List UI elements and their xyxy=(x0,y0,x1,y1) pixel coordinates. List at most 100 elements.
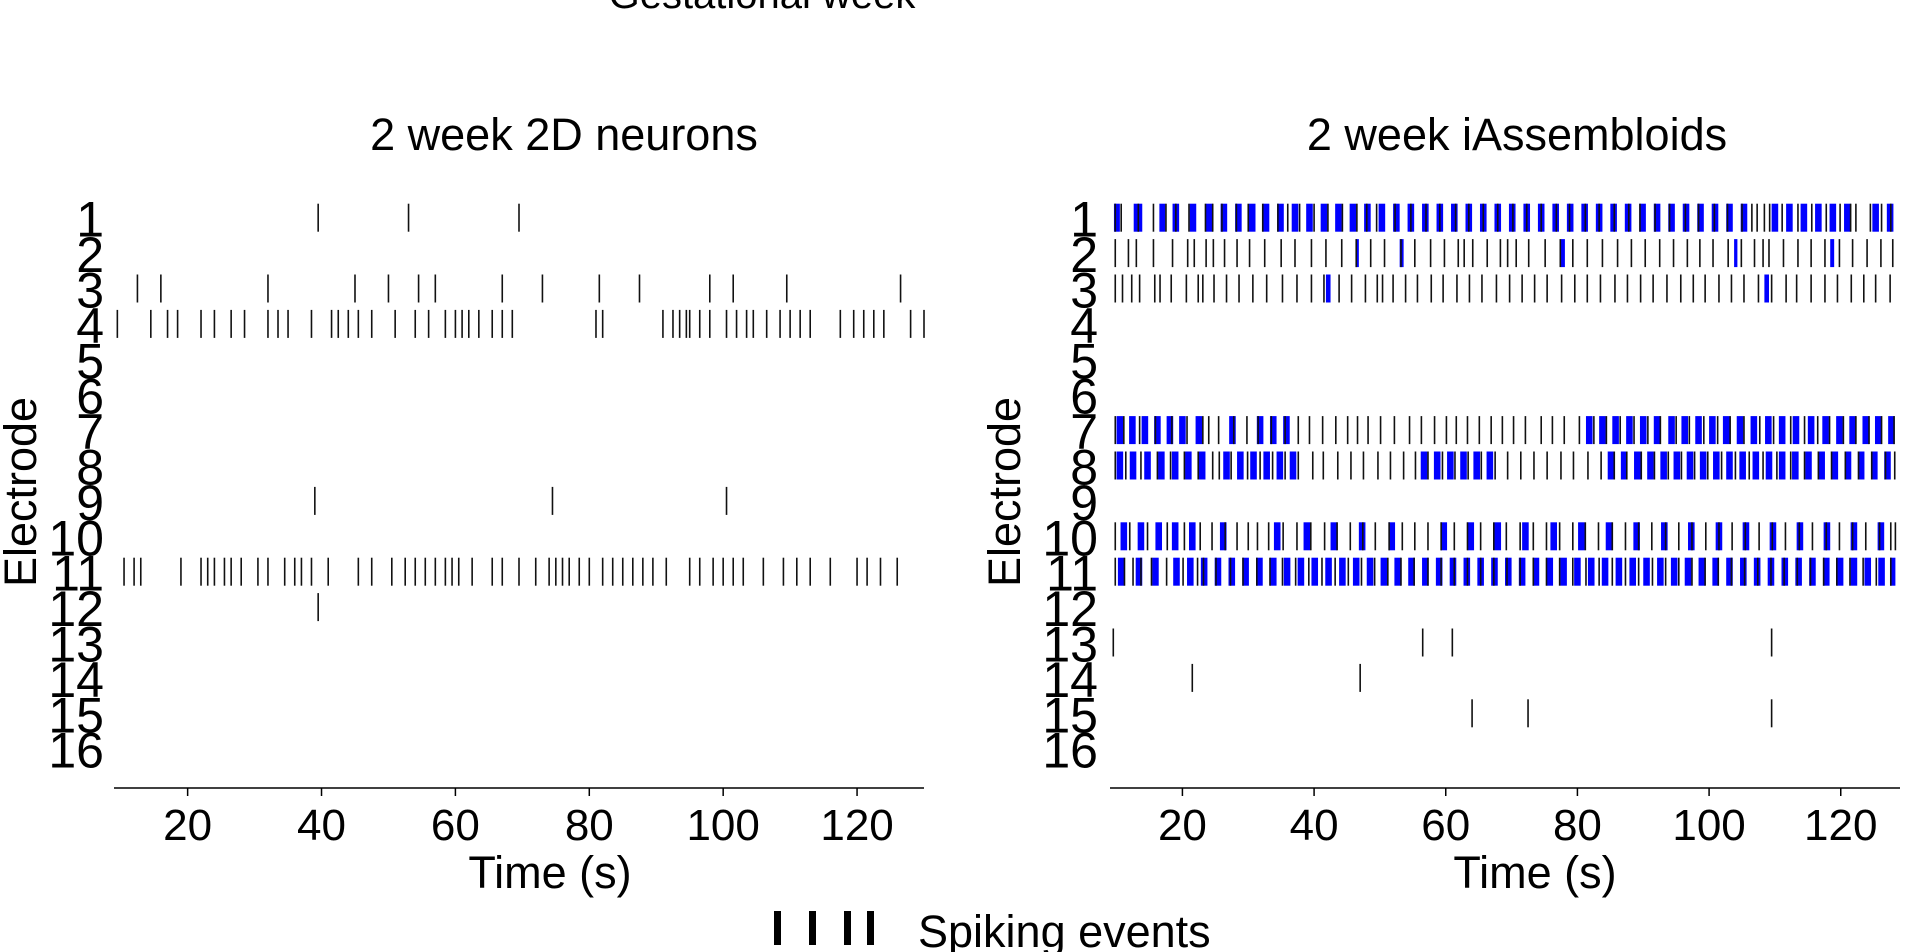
burst-mark xyxy=(1522,522,1529,551)
burst-mark xyxy=(1740,203,1748,232)
burst-mark xyxy=(1653,203,1661,232)
burst-mark xyxy=(1198,451,1206,480)
burst-mark xyxy=(1750,416,1758,445)
burst-mark xyxy=(1276,451,1284,480)
burst-mark xyxy=(1722,416,1730,445)
burst-mark xyxy=(1765,416,1772,445)
burst-mark xyxy=(1325,557,1332,586)
electrode-label-10: 10 xyxy=(1042,510,1098,566)
burst-mark xyxy=(1626,416,1633,445)
burst-mark xyxy=(1829,203,1837,232)
y-axis-label: Electrode xyxy=(0,397,46,587)
burst-mark xyxy=(1420,451,1428,480)
burst-mark xyxy=(1223,451,1230,480)
burst-mark xyxy=(1633,522,1640,551)
legend-label: Spiking events xyxy=(918,906,1211,952)
burst-mark xyxy=(1871,451,1878,480)
burst-mark xyxy=(1144,451,1151,480)
burst-mark xyxy=(1712,557,1719,586)
burst-mark xyxy=(1809,557,1816,586)
electrode-label-4: 4 xyxy=(1070,298,1098,354)
burst-mark xyxy=(1578,522,1585,551)
burst-mark xyxy=(1670,557,1678,586)
burst-mark xyxy=(1836,557,1844,586)
burst-mark xyxy=(1460,451,1467,480)
x-tick-label: 20 xyxy=(163,801,212,850)
burst-mark xyxy=(1355,239,1359,268)
burst-mark xyxy=(1449,557,1457,586)
burst-mark xyxy=(1884,451,1891,480)
burst-mark xyxy=(1283,557,1291,586)
burst-mark xyxy=(1171,451,1179,480)
burst-mark xyxy=(1818,451,1825,480)
burst-mark xyxy=(1366,557,1374,586)
burst-mark xyxy=(1311,557,1319,586)
burst-mark xyxy=(1546,557,1554,586)
burst-mark xyxy=(1325,274,1331,303)
burst-mark xyxy=(1857,451,1865,480)
burst-mark xyxy=(1877,522,1885,551)
burst-mark xyxy=(1765,451,1773,480)
spike-raster xyxy=(116,203,925,622)
panel-iassembloids: 2 week iAssembloids 12345678910111213141… xyxy=(979,109,1900,898)
x-ticks: 20 40 60 80 100 120 xyxy=(1158,788,1877,850)
electrode-label-11: 11 xyxy=(52,546,104,602)
burst-mark xyxy=(1159,203,1166,232)
burst-mark xyxy=(1250,451,1257,480)
burst-mark xyxy=(1620,451,1628,480)
burst-mark xyxy=(1220,203,1228,232)
electrode-label-1: 1 xyxy=(76,192,104,248)
burst-mark xyxy=(1393,203,1400,232)
burst-mark xyxy=(1890,557,1896,586)
burst-mark xyxy=(1141,416,1149,445)
burst-mark xyxy=(1171,522,1179,551)
burst-mark xyxy=(1585,416,1593,445)
burst-mark xyxy=(1792,451,1799,480)
x-tick-label: 40 xyxy=(1290,801,1339,850)
burst-mark xyxy=(1256,557,1263,586)
burst-mark xyxy=(1320,203,1328,232)
panel-title: 2 week iAssembloids xyxy=(1307,109,1727,160)
burst-mark xyxy=(1698,557,1706,586)
burst-mark xyxy=(1878,557,1885,586)
x-tick-label: 80 xyxy=(565,801,614,850)
burst-mark xyxy=(1408,557,1415,586)
burst-mark xyxy=(1166,416,1174,445)
burst-mark xyxy=(1116,416,1124,445)
burst-mark xyxy=(1433,451,1441,480)
electrode-label-9: 9 xyxy=(1070,475,1098,531)
burst-mark xyxy=(1607,451,1615,480)
burst-mark xyxy=(1335,203,1342,232)
burst-mark xyxy=(1752,451,1760,480)
burst-mark xyxy=(1117,557,1125,586)
burst-mark xyxy=(1440,522,1448,551)
x-tick-label: 100 xyxy=(1672,801,1745,850)
burst-mark xyxy=(1422,557,1429,586)
electrode-label-16: 16 xyxy=(1042,723,1098,779)
burst-mark xyxy=(1394,557,1401,586)
burst-mark xyxy=(1739,451,1746,480)
y-axis-label: Electrode xyxy=(979,397,1030,587)
burst-mark xyxy=(1248,203,1256,232)
electrode-label-1: 1 xyxy=(1070,192,1098,248)
burst-mark xyxy=(1532,557,1540,586)
burst-mark xyxy=(1228,557,1236,586)
burst-mark xyxy=(1836,416,1843,445)
electrode-label-4: 4 xyxy=(76,298,104,354)
burst-mark xyxy=(1451,203,1458,232)
burst-mark xyxy=(1709,416,1716,445)
burst-mark xyxy=(1262,203,1270,232)
burst-mark xyxy=(1214,557,1222,586)
electrode-label-7: 7 xyxy=(76,404,104,460)
burst-mark xyxy=(1256,416,1264,445)
electrode-label-7: 7 xyxy=(1070,404,1098,460)
burst-mark xyxy=(1778,416,1786,445)
burst-mark xyxy=(1795,557,1802,586)
x-tick-label: 80 xyxy=(1553,801,1602,850)
burst-mark xyxy=(1152,557,1159,586)
electrode-label-3: 3 xyxy=(1070,263,1098,319)
burst-mark xyxy=(1874,416,1882,445)
burst-mark xyxy=(1661,522,1668,551)
